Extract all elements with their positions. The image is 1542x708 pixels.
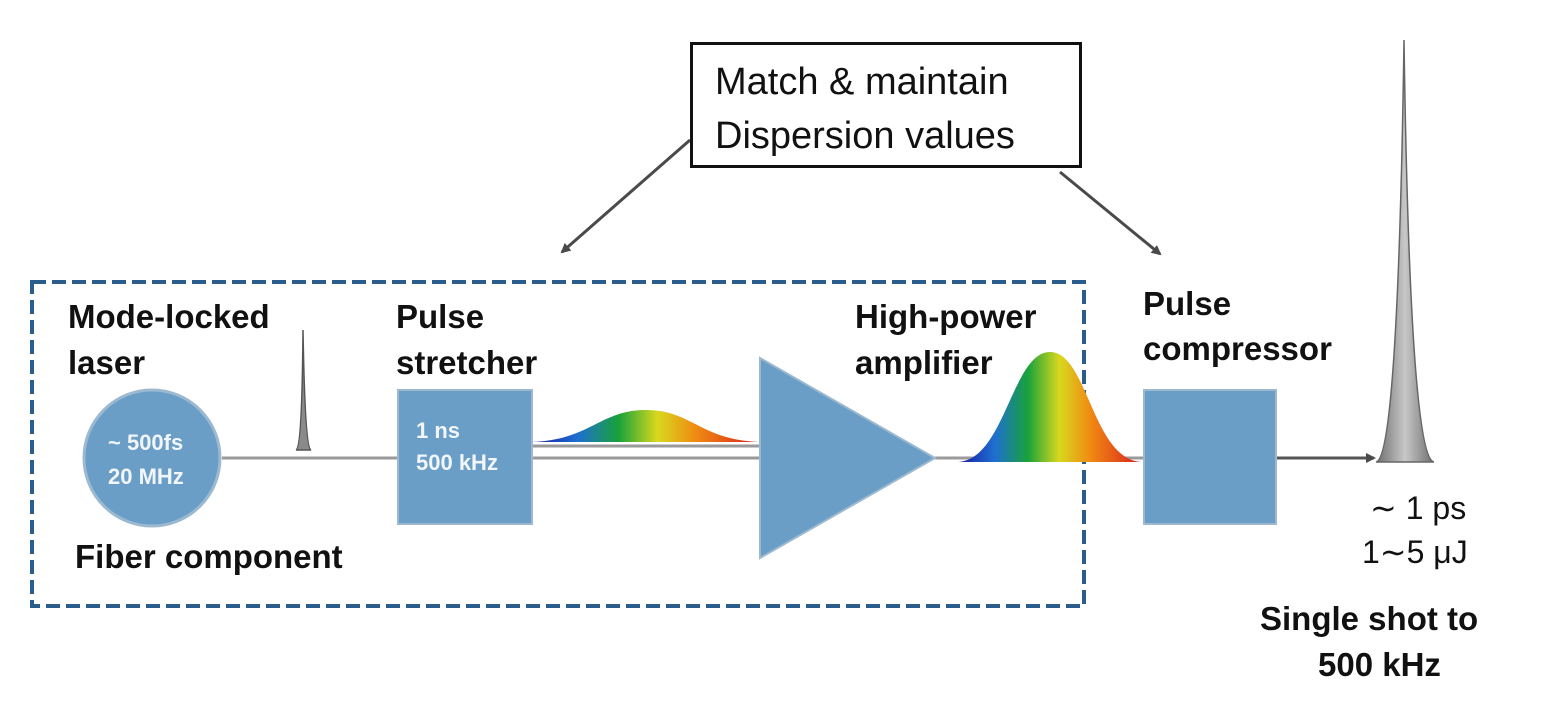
output-pulse <box>1375 39 1435 463</box>
pulse-stretcher-box <box>397 389 533 525</box>
fiber-component-label: Fiber component <box>75 538 343 575</box>
compressor-label-line-1: Pulse <box>1143 285 1232 322</box>
output-rate-line-1: Single shot to <box>1260 600 1479 637</box>
laser-label-line-1: Mode-locked <box>68 298 270 335</box>
stretcher-label-line-1: Pulse <box>396 298 485 335</box>
pulse-compressor-box <box>1143 389 1277 525</box>
callout-arrow-right <box>1059 170 1162 256</box>
callout-line-2: Dispersion values <box>715 115 1015 157</box>
output-rate-line-2: 500 kHz <box>1318 646 1441 683</box>
amplifier-label-line-1: High-power <box>855 298 1037 335</box>
laser-inner-line-2: 20 MHz <box>108 464 184 489</box>
stretcher-inner-line-1: 1 ns <box>416 418 461 443</box>
amplifier-triangle <box>759 356 938 560</box>
output-duration: ∼ 1 ps <box>1370 490 1467 526</box>
laser-label-line-2: laser <box>68 344 146 381</box>
output-energy: 1∼5 μJ <box>1362 534 1468 570</box>
mode-locked-laser-circle <box>82 388 222 528</box>
stretched-pulse <box>532 410 760 442</box>
amplified-pulse <box>958 352 1142 462</box>
callout-line-1: Match & maintain <box>715 61 1009 103</box>
stretcher-inner-line-2: 500 kHz <box>416 450 498 475</box>
compressor-label-line-2: compressor <box>1143 330 1332 367</box>
laser-inner-line-1: ~ 500fs <box>108 430 184 455</box>
callout-arrow-left <box>560 138 691 254</box>
stretcher-label-line-2: stretcher <box>396 344 538 381</box>
input-pulse <box>295 329 312 451</box>
dispersion-callout: Match & maintain Dispersion values <box>690 42 1082 168</box>
amplifier-label-line-2: amplifier <box>855 344 993 381</box>
